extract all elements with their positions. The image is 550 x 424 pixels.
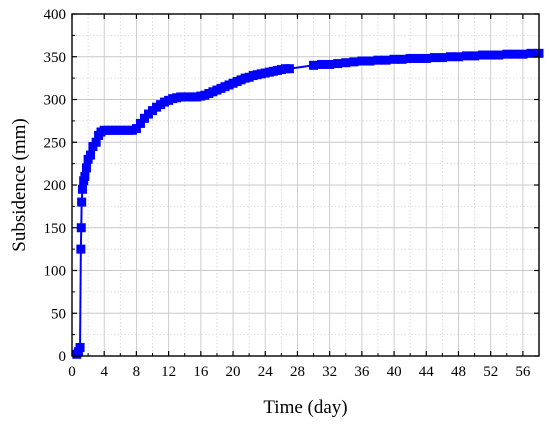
data-point bbox=[349, 57, 359, 67]
y-tick-label: 150 bbox=[44, 221, 67, 237]
data-point bbox=[77, 197, 87, 207]
data-point bbox=[81, 163, 91, 173]
x-tick-label: 48 bbox=[451, 364, 466, 380]
tick-marks bbox=[71, 13, 539, 357]
y-tick-label: 100 bbox=[44, 264, 67, 280]
x-tick-label: 20 bbox=[226, 364, 241, 380]
x-tick-label: 52 bbox=[483, 364, 498, 380]
data-point bbox=[284, 64, 294, 74]
y-tick-label: 250 bbox=[44, 135, 67, 151]
data-point bbox=[502, 49, 512, 59]
x-tick-labels: 0 4 8 12 16 20 24 28 32 36 40 44 48 52 56 bbox=[68, 364, 531, 380]
data-point bbox=[405, 53, 415, 63]
major-grid bbox=[72, 14, 539, 356]
data-point bbox=[86, 150, 96, 160]
x-tick-label: 24 bbox=[258, 364, 274, 380]
x-tick-label: 0 bbox=[68, 364, 76, 380]
y-tick-label: 50 bbox=[51, 306, 66, 322]
data-point bbox=[421, 53, 431, 63]
data-point bbox=[478, 50, 488, 60]
data-point bbox=[510, 49, 520, 59]
data-point bbox=[462, 51, 472, 61]
data-point bbox=[77, 184, 87, 194]
series-group bbox=[72, 48, 544, 359]
data-point bbox=[413, 53, 423, 63]
data-point bbox=[494, 50, 504, 60]
y-tick-label: 200 bbox=[44, 178, 67, 194]
data-point bbox=[341, 58, 351, 68]
data-point bbox=[518, 49, 528, 59]
data-point bbox=[325, 59, 335, 69]
y-tick-label: 350 bbox=[44, 50, 67, 66]
y-tick-label: 0 bbox=[59, 349, 67, 365]
data-point bbox=[365, 56, 375, 66]
data-point bbox=[453, 52, 463, 62]
data-point bbox=[389, 54, 399, 64]
data-point bbox=[397, 54, 407, 64]
x-tick-label: 4 bbox=[100, 364, 108, 380]
data-point bbox=[470, 51, 480, 61]
data-point bbox=[437, 53, 447, 63]
data-point bbox=[317, 59, 327, 69]
data-point bbox=[91, 137, 101, 147]
data-point bbox=[429, 53, 439, 63]
data-point bbox=[381, 55, 391, 65]
x-tick-label: 16 bbox=[193, 364, 209, 380]
data-point bbox=[373, 55, 383, 65]
y-axis-title: Subsidence (mm) bbox=[9, 118, 30, 252]
y-tick-label: 400 bbox=[44, 7, 67, 23]
y-tick-labels: 0 50 100 150 200 250 300 350 400 bbox=[44, 7, 67, 365]
minor-grid bbox=[72, 14, 539, 356]
data-point bbox=[309, 60, 319, 70]
x-tick-label: 28 bbox=[290, 364, 305, 380]
data-point bbox=[445, 52, 455, 62]
x-tick-label: 40 bbox=[387, 364, 402, 380]
data-point bbox=[486, 50, 496, 60]
data-point bbox=[135, 118, 145, 128]
series-line bbox=[75, 52, 539, 355]
x-tick-label: 12 bbox=[161, 364, 176, 380]
data-point bbox=[357, 56, 367, 66]
x-tick-label: 56 bbox=[515, 364, 531, 380]
data-point bbox=[131, 124, 141, 134]
data-point bbox=[526, 48, 536, 58]
x-tick-label: 44 bbox=[419, 364, 435, 380]
x-axis-title: Time (day) bbox=[263, 397, 347, 418]
data-point bbox=[76, 223, 86, 233]
x-tick-label: 36 bbox=[354, 364, 370, 380]
x-tick-label: 8 bbox=[133, 364, 141, 380]
data-point bbox=[333, 59, 343, 69]
data-point bbox=[75, 342, 85, 352]
data-point bbox=[76, 244, 86, 254]
x-tick-label: 32 bbox=[322, 364, 337, 380]
data-point bbox=[80, 171, 90, 181]
y-tick-label: 300 bbox=[44, 93, 67, 109]
